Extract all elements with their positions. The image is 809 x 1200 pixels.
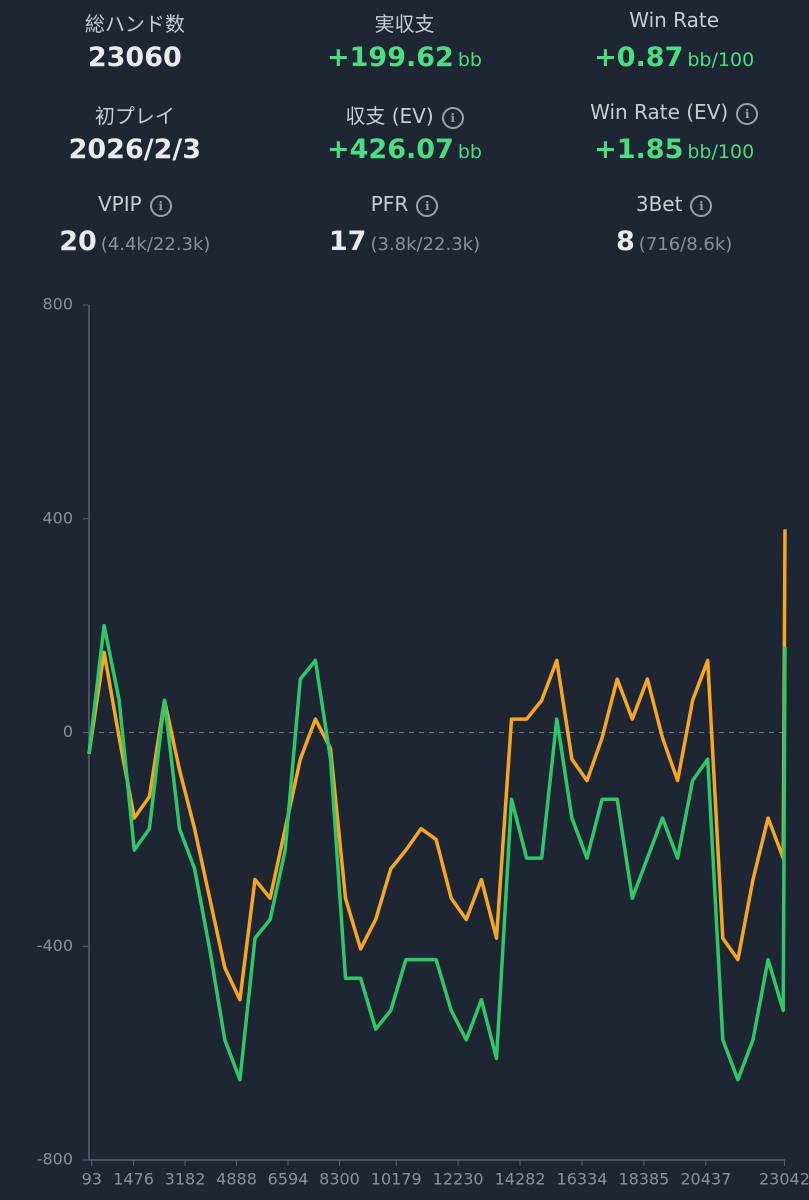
stat-value: 20 (4.4k/22.3k) — [0, 226, 270, 257]
stat-label: 3Bet ℹ — [539, 192, 809, 222]
stat-label-text: Win Rate — [629, 8, 720, 32]
stat-label-text: 収支 (EV) — [345, 104, 434, 128]
stat-value: 17 (3.8k/22.3k) — [270, 226, 540, 257]
y-tick-label: 0 — [63, 722, 73, 741]
stat-detail: (716/8.6k) — [638, 234, 733, 255]
stat-label: PFR ℹ — [270, 192, 540, 222]
x-tick-label: 10179 — [371, 1170, 422, 1189]
stat-number: 8 — [616, 226, 635, 257]
y-tick-label: -400 — [37, 936, 73, 955]
stat-value: +0.87 bb/100 — [539, 42, 809, 73]
stat-detail: (4.4k/22.3k) — [100, 234, 211, 255]
stat-label: Win Rate (EV) ℹ — [539, 100, 809, 130]
stat-label: Win Rate — [539, 8, 809, 38]
x-tick-label: 23042 — [759, 1170, 809, 1189]
stat-value: 23060 — [0, 42, 270, 73]
stat-label-text: 3Bet — [635, 192, 683, 216]
stat-number: +0.87 — [594, 42, 684, 73]
info-icon[interactable]: ℹ — [149, 194, 172, 217]
stat-number: 20 — [59, 226, 97, 257]
stat-label-text: 総ハンド数 — [84, 12, 185, 36]
stat-label: 実収支 — [270, 8, 540, 38]
stat-number: +199.62 — [327, 42, 454, 73]
stat-label-text: VPIP — [97, 192, 142, 216]
stat-cell: 収支 (EV) ℹ +426.07 bb — [270, 92, 540, 184]
x-tick-label: 6594 — [268, 1170, 309, 1189]
x-tick-label: 1476 — [113, 1170, 154, 1189]
line-series — [87, 529, 787, 1002]
stat-unit: bb — [457, 49, 482, 71]
y-tick-label: 400 — [42, 508, 73, 527]
stat-cell: 3Bet ℹ 8 (716/8.6k) — [539, 184, 809, 276]
stat-cell: Win Rate (EV) ℹ +1.85 bb/100 — [539, 92, 809, 184]
stat-value: +1.85 bb/100 — [539, 134, 809, 165]
stat-number: +1.85 — [594, 134, 684, 165]
stat-detail: (3.8k/22.3k) — [370, 234, 481, 255]
info-icon[interactable]: ℹ — [690, 194, 713, 217]
x-tick-label: 12230 — [433, 1170, 484, 1189]
stat-cell: PFR ℹ 17 (3.8k/22.3k) — [270, 184, 540, 276]
y-tick-label: -800 — [37, 1150, 73, 1169]
x-tick-label: 16334 — [557, 1170, 608, 1189]
line-series — [87, 623, 787, 1082]
stats: 総ハンド数 23060 実収支 +199.62 bb Win Rate +0.87 bb/10… — [0, 0, 809, 276]
stat-value: +199.62 bb — [270, 42, 540, 73]
stat-label: VPIP ℹ — [0, 192, 270, 222]
stat-label-text: 実収支 — [374, 12, 435, 36]
info-icon[interactable]: ℹ — [441, 106, 464, 129]
x-tick-label: 18385 — [618, 1170, 669, 1189]
stat-label-text: 初プレイ — [94, 104, 175, 128]
stat-number: 2026/2/3 — [68, 134, 202, 165]
stat-label-text: Win Rate (EV) — [590, 100, 729, 124]
stat-cell: Win Rate +0.87 bb/100 — [539, 0, 809, 92]
stat-unit: bb/100 — [687, 141, 755, 163]
x-tick-label: 8300 — [319, 1170, 360, 1189]
x-tick-label: 4888 — [216, 1170, 257, 1189]
stat-value: 8 (716/8.6k) — [539, 226, 809, 257]
stat-label: 初プレイ — [0, 100, 270, 130]
stat-label-text: PFR — [370, 192, 409, 216]
stat-cell: 実収支 +199.62 bb — [270, 0, 540, 92]
stat-label: 総ハンド数 — [0, 8, 270, 38]
x-tick-label: 93 — [82, 1170, 102, 1189]
y-tick-label: 800 — [42, 295, 73, 314]
stat-number: 23060 — [87, 42, 182, 73]
x-tick-label: 20437 — [680, 1170, 731, 1189]
stat-cell: 初プレイ 2026/2/3 — [0, 92, 270, 184]
info-icon[interactable]: ℹ — [736, 102, 759, 125]
stat-value: +426.07 bb — [270, 134, 540, 165]
stat-value: 2026/2/3 — [0, 134, 270, 165]
stat-label: 収支 (EV) ℹ — [270, 100, 540, 130]
stat-cell: 総ハンド数 23060 — [0, 0, 270, 92]
stat-cell: VPIP ℹ 20 (4.4k/22.3k) — [0, 184, 270, 276]
stat-number: 17 — [328, 226, 367, 257]
info-icon[interactable]: ℹ — [416, 194, 439, 217]
stat-unit: bb/100 — [687, 49, 755, 71]
x-tick-label: 3182 — [165, 1170, 206, 1189]
stat-number: +426.07 — [327, 134, 454, 165]
stat-unit: bb — [457, 141, 482, 163]
x-tick-label: 14282 — [495, 1170, 546, 1189]
